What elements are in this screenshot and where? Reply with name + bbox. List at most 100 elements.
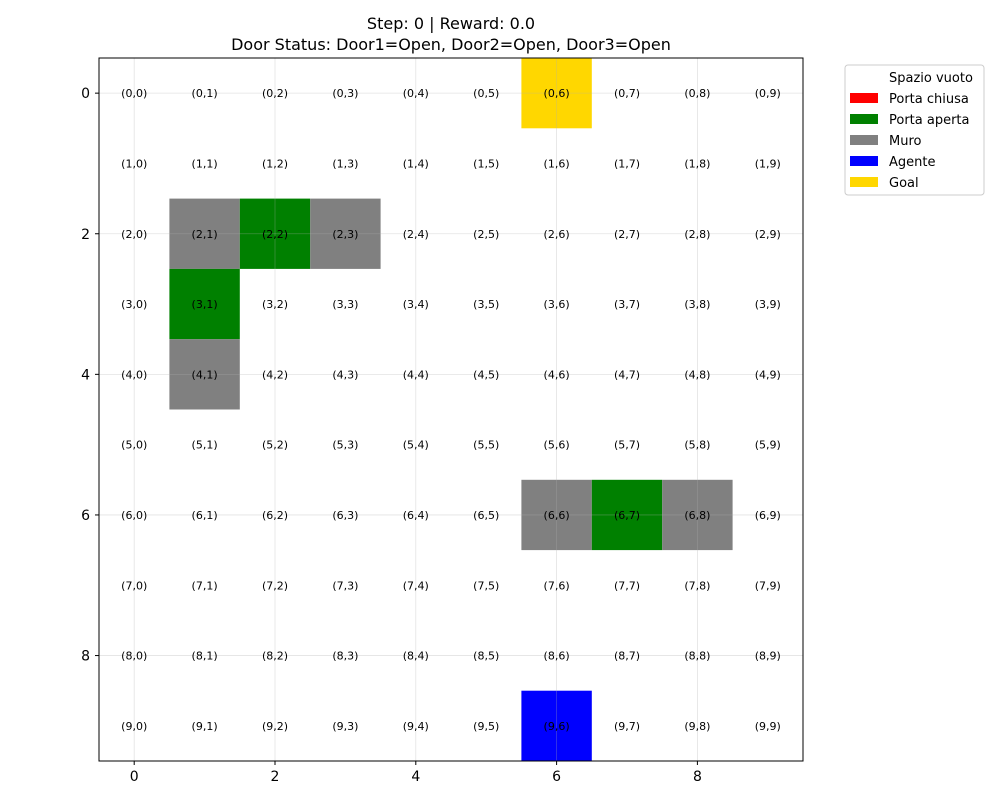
cell-label: (2,6)	[544, 228, 570, 241]
chart-title-line2: Door Status: Door1=Open, Door2=Open, Doo…	[231, 35, 671, 54]
cell-label: (5,4)	[403, 439, 429, 452]
cell-label: (2,1)	[192, 228, 218, 241]
cell-label: (0,1)	[192, 87, 218, 100]
grid-cells	[169, 58, 733, 761]
legend-swatch-empty	[850, 72, 878, 82]
cell-label: (0,0)	[121, 87, 147, 100]
x-tick-label: 6	[552, 769, 561, 785]
cell-wall-4-1	[169, 339, 240, 410]
cell-label: (8,3)	[332, 650, 358, 663]
cell-label: (5,6)	[544, 439, 570, 452]
cell-label: (9,8)	[684, 720, 710, 733]
cell-label: (6,3)	[332, 509, 358, 522]
cell-label: (7,7)	[614, 579, 640, 592]
x-tick-label: 8	[693, 769, 702, 785]
cell-label: (4,6)	[544, 368, 570, 381]
cell-labels: (0,0) (0,1) (0,2) (0,3) (0,4) (0,5) (0,6) (0,7)…	[121, 87, 781, 733]
cell-label: (9,3)	[332, 720, 358, 733]
cell-wall-2-1	[169, 198, 240, 269]
cell-label: (7,4)	[403, 579, 429, 592]
legend-label: Spazio vuoto	[889, 71, 973, 86]
legend-label: Porta chiusa	[889, 92, 969, 107]
cell-label: (3,1)	[192, 298, 218, 311]
cell-label: (4,9)	[755, 368, 781, 381]
y-tick-label: 0	[81, 86, 90, 102]
cell-label: (2,9)	[755, 228, 781, 241]
cell-label: (2,3)	[332, 228, 358, 241]
cell-label: (7,5)	[473, 579, 499, 592]
cell-label: (8,7)	[614, 650, 640, 663]
gridlines	[99, 58, 803, 761]
cell-wall-2-3	[310, 198, 381, 269]
cell-label: (0,5)	[473, 87, 499, 100]
cell-label: (9,7)	[614, 720, 640, 733]
legend-swatch-door-open	[850, 114, 878, 124]
cell-label: (1,8)	[684, 157, 710, 170]
cell-label: (4,8)	[684, 368, 710, 381]
cell-label: (4,3)	[332, 368, 358, 381]
cell-label: (4,0)	[121, 368, 147, 381]
cell-label: (0,2)	[262, 87, 288, 100]
cell-label: (6,0)	[121, 509, 147, 522]
cell-label: (4,5)	[473, 368, 499, 381]
legend-swatch-wall	[850, 135, 878, 145]
cell-label: (5,7)	[614, 439, 640, 452]
cell-agent-9-6	[521, 690, 592, 761]
cell-label: (3,8)	[684, 298, 710, 311]
cell-label: (8,2)	[262, 650, 288, 663]
legend-swatch-door-closed	[850, 93, 878, 103]
cell-label: (9,5)	[473, 720, 499, 733]
cell-label: (6,1)	[192, 509, 218, 522]
cell-label: (7,9)	[755, 579, 781, 592]
x-tick-label: 4	[411, 769, 420, 785]
cell-label: (8,1)	[192, 650, 218, 663]
cell-label: (0,8)	[684, 87, 710, 100]
cell-label: (7,8)	[684, 579, 710, 592]
cell-label: (7,2)	[262, 579, 288, 592]
axis-ticks: 0 2 4 6 8 0 2 4 6 8	[81, 86, 702, 785]
cell-label: (6,2)	[262, 509, 288, 522]
cell-label: (3,0)	[121, 298, 147, 311]
cell-label: (0,7)	[614, 87, 640, 100]
cell-label: (5,2)	[262, 439, 288, 452]
cell-wall-6-6	[521, 479, 592, 551]
cell-label: (0,4)	[403, 87, 429, 100]
y-tick-label: 4	[81, 367, 90, 383]
cell-label: (0,6)	[544, 87, 570, 100]
cell-label: (4,4)	[403, 368, 429, 381]
cell-label: (4,7)	[614, 368, 640, 381]
cell-label: (7,6)	[544, 579, 570, 592]
cell-label: (1,3)	[332, 157, 358, 170]
cell-label: (9,2)	[262, 720, 288, 733]
cell-label: (6,6)	[544, 509, 570, 522]
cell-door-open-2-2	[239, 198, 311, 269]
cell-label: (5,3)	[332, 439, 358, 452]
cell-label: (8,6)	[544, 650, 570, 663]
cell-label: (3,2)	[262, 298, 288, 311]
cell-label: (1,7)	[614, 157, 640, 170]
cell-label: (8,9)	[755, 650, 781, 663]
cell-label: (2,0)	[121, 228, 147, 241]
cell-label: (2,2)	[262, 228, 288, 241]
cell-label: (1,1)	[192, 157, 218, 170]
cell-label: (5,0)	[121, 439, 147, 452]
cell-label: (2,8)	[684, 228, 710, 241]
cell-label: (7,0)	[121, 579, 147, 592]
legend-label: Agente	[889, 155, 935, 170]
cell-label: (4,1)	[192, 368, 218, 381]
cell-label: (5,8)	[684, 439, 710, 452]
x-tick-label: 0	[130, 769, 139, 785]
cell-door-open-3-1	[169, 268, 240, 340]
cell-label: (1,4)	[403, 157, 429, 170]
cell-label: (9,6)	[544, 720, 570, 733]
cell-label: (2,4)	[403, 228, 429, 241]
legend-label: Porta aperta	[889, 113, 970, 128]
legend: Spazio vuoto Porta chiusa Porta aperta Muro…	[844, 64, 985, 196]
y-tick-label: 8	[81, 649, 90, 665]
legend-label: Goal	[889, 176, 919, 191]
cell-label: (1,5)	[473, 157, 499, 170]
legend-items: Spazio vuoto Porta chiusa Porta aperta Muro…	[850, 71, 973, 191]
legend-label: Muro	[889, 134, 922, 149]
legend-frame	[844, 64, 985, 196]
